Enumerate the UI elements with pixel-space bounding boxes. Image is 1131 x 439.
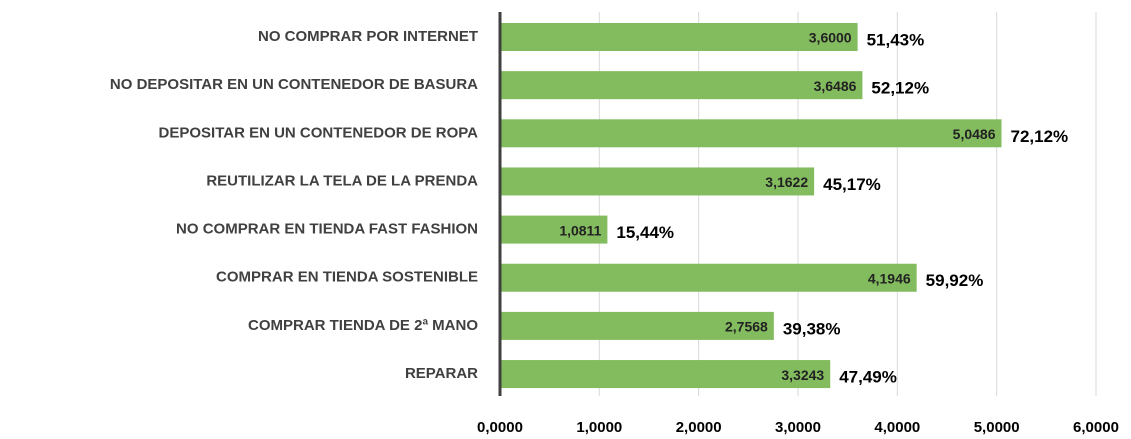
value-label: 3,6486 [814, 78, 857, 94]
y-tick-label: COMPRAR TIENDA DE 2ª MANO [248, 317, 478, 334]
value-label: 3,3243 [781, 367, 824, 383]
y-tick-label: COMPRAR EN TIENDA SOSTENIBLE [216, 269, 478, 286]
x-tick-label: 0,0000 [477, 419, 523, 436]
y-tick-label: REPARAR [405, 365, 478, 382]
value-label: 2,7568 [725, 319, 768, 335]
bar [500, 23, 858, 51]
x-tick-label: 3,0000 [775, 419, 821, 436]
value-label: 1,0811 [559, 222, 601, 238]
y-tick-label: DEPOSITAR EN UN CONTENEDOR DE ROPA [159, 124, 479, 141]
y-tick-label: NO COMPRAR EN TIENDA FAST FASHION [176, 221, 478, 238]
percentage-label: 52,12% [871, 79, 929, 98]
percentage-label: 47,49% [839, 368, 897, 387]
y-tick-label: NO COMPRAR POR INTERNET [258, 28, 478, 45]
y-tick-label: NO DEPOSITAR EN UN CONTENEDOR DE BASURA [110, 76, 478, 93]
percentage-label: 15,44% [616, 223, 674, 242]
bar [500, 215, 608, 244]
value-label: 5,0486 [953, 126, 996, 142]
bar [500, 360, 831, 389]
x-tick-label: 5,0000 [974, 419, 1020, 436]
percentage-label: 72,12% [1010, 127, 1068, 146]
x-tick-label: 1,0000 [576, 419, 622, 436]
bar [500, 119, 1002, 148]
bar [500, 167, 815, 196]
percentage-label: 51,43% [867, 30, 925, 49]
bar [500, 71, 863, 100]
percentage-label: 39,38% [783, 319, 841, 338]
x-tick-label: 6,0000 [1073, 419, 1119, 436]
value-label: 3,6000 [809, 30, 852, 46]
bar [500, 311, 774, 340]
percentage-label: 59,92% [926, 271, 984, 290]
value-label: 3,1622 [765, 174, 808, 190]
bar [500, 263, 917, 292]
x-tick-label: 2,0000 [676, 419, 722, 436]
x-tick-label: 4,0000 [874, 419, 920, 436]
y-tick-label: REUTILIZAR LA TELA DE LA PRENDA [206, 172, 478, 189]
percentage-label: 45,17% [823, 175, 881, 194]
value-label: 4,1946 [868, 270, 911, 286]
